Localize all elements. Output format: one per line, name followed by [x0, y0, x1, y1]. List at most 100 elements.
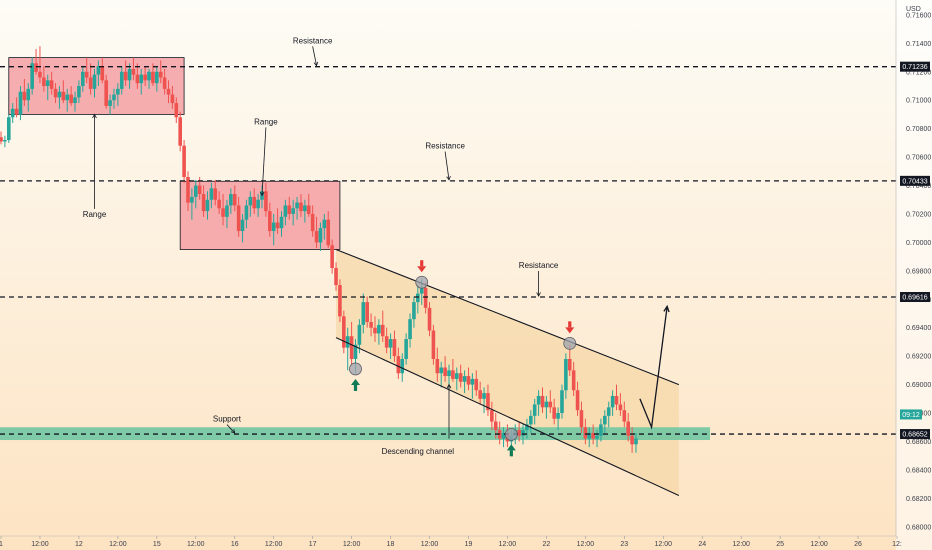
candle — [299, 194, 303, 217]
time-tick-label: 17 — [309, 541, 317, 548]
up-arrow-icon — [506, 444, 516, 451]
candle-body — [193, 185, 198, 197]
time-tick-label: 12:00 — [732, 541, 750, 548]
candle — [186, 171, 190, 212]
candle-body — [18, 91, 23, 115]
candle-body — [439, 367, 444, 374]
level-annotation-arrow-4 — [226, 424, 236, 434]
candle — [108, 94, 112, 115]
candle — [0, 131, 3, 145]
candle-body — [345, 336, 350, 348]
level-annotation-arrow-2 — [444, 151, 450, 180]
candle — [14, 97, 19, 118]
candle — [618, 393, 623, 416]
level-tag-text: 0.68652 — [902, 432, 927, 439]
candle — [373, 316, 377, 342]
candle-body — [26, 88, 31, 101]
candle-body — [252, 196, 257, 209]
current-price-text: 09:12 — [902, 412, 920, 419]
candle — [295, 196, 299, 220]
time-tick-label: 12:00 — [265, 541, 283, 548]
candle-body — [412, 302, 416, 320]
candle-body — [123, 71, 128, 81]
price-tick-label: 0.70200 — [906, 211, 931, 218]
candle — [400, 353, 405, 382]
candle — [345, 327, 350, 371]
candle — [486, 384, 490, 416]
candle — [529, 410, 533, 433]
candle — [556, 407, 560, 431]
price-tick-label: 0.70800 — [906, 126, 931, 133]
candle — [330, 239, 334, 274]
candle-body — [81, 71, 85, 87]
candle-body — [119, 71, 124, 89]
candle-body — [197, 185, 202, 195]
candle-body — [205, 199, 210, 212]
candle — [42, 66, 46, 92]
price-tick-label: 0.70000 — [906, 240, 931, 247]
candle — [416, 285, 420, 314]
level-tag-3 — [900, 292, 930, 303]
candle — [380, 310, 385, 342]
candle-body — [166, 88, 171, 95]
time-tick-label: 18 — [387, 541, 395, 548]
touch-marker-1 — [415, 275, 429, 289]
candle-body — [213, 188, 218, 200]
candle — [306, 194, 311, 217]
candle-body — [380, 324, 385, 337]
candle-body — [268, 211, 272, 232]
candle — [92, 68, 97, 98]
candle — [478, 381, 482, 405]
price-tick-label: 0.68400 — [906, 467, 931, 474]
candle — [342, 310, 346, 354]
candle — [630, 427, 634, 453]
candle — [174, 97, 179, 123]
down-arrow-stem-1 — [420, 260, 424, 267]
candle — [268, 202, 272, 237]
up-arrow-stem-4 — [509, 450, 513, 457]
price-tick-label: 0.71200 — [906, 69, 931, 76]
channel-lower-line — [335, 337, 680, 496]
candle — [158, 60, 163, 84]
candle-body — [353, 344, 358, 359]
candle-body — [408, 319, 412, 340]
time-tick-label: 12:00 — [187, 541, 205, 548]
candle-body — [575, 390, 580, 411]
candle-body — [470, 378, 475, 385]
candle-body — [10, 108, 15, 118]
down-arrow-stem-2 — [568, 321, 572, 328]
candle-body — [45, 80, 50, 87]
time-tick-label: 12:00 — [31, 541, 49, 548]
candle-body — [634, 438, 638, 445]
candle — [482, 387, 486, 414]
candle — [470, 373, 475, 399]
time-tick-label: 26 — [854, 541, 862, 548]
level-tag-1 — [900, 61, 930, 72]
candle — [166, 80, 171, 104]
level-annotation-3: Resistance — [519, 261, 559, 270]
candle-body — [622, 410, 627, 422]
range-label-2: Range — [254, 117, 278, 126]
candle — [322, 213, 327, 240]
candle — [162, 68, 167, 95]
candle — [252, 188, 257, 214]
candle-body — [104, 80, 108, 106]
down-arrow-icon — [565, 327, 575, 334]
candle-body — [427, 307, 432, 331]
candle — [310, 205, 315, 237]
candle-body — [606, 407, 611, 416]
candle-body — [435, 358, 440, 374]
price-tick-label: 0.71600 — [906, 12, 931, 19]
candle-body — [482, 393, 486, 399]
candle — [155, 66, 159, 92]
candle — [540, 387, 545, 414]
candle-body — [525, 424, 529, 431]
up-arrow-icon — [351, 378, 361, 385]
level-annotation-arrow-1 — [312, 46, 317, 66]
candle — [412, 296, 416, 328]
candle — [408, 313, 412, 348]
candle-body — [77, 86, 81, 98]
touch-marker-3 — [349, 362, 362, 376]
candle — [53, 83, 58, 104]
